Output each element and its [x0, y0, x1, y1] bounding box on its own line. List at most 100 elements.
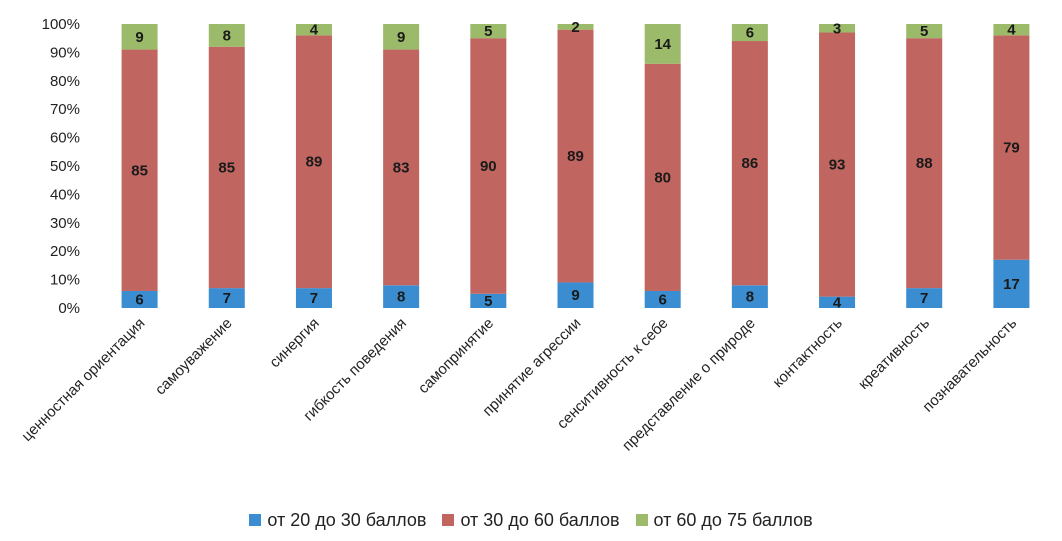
- data-label: 8: [397, 289, 405, 306]
- data-label: 6: [746, 25, 754, 42]
- data-label: 85: [218, 159, 235, 176]
- bar-segment: [644, 290, 681, 308]
- y-tick-label: 80%: [50, 73, 80, 90]
- data-label: 5: [484, 293, 492, 310]
- bar-segment: [644, 63, 681, 291]
- data-label: 8: [223, 27, 231, 44]
- data-label: 4: [1007, 22, 1016, 39]
- bar-segment: [557, 24, 594, 30]
- y-tick-label: 0%: [58, 300, 80, 317]
- bar-segment: [993, 259, 1030, 308]
- bar-segment: [906, 38, 943, 289]
- data-label: 6: [659, 291, 667, 308]
- bar-segment: [208, 24, 245, 47]
- bar-segment: [557, 282, 594, 308]
- bar-segment: [383, 285, 420, 308]
- bar-segment: [731, 285, 768, 308]
- legend-item: от 60 до 75 баллов: [635, 510, 813, 531]
- data-label: 9: [135, 29, 143, 46]
- y-tick-label: 90%: [50, 44, 80, 61]
- data-label: 90: [480, 158, 497, 175]
- data-label: 4: [310, 22, 319, 39]
- legend-item: от 30 до 60 баллов: [442, 510, 620, 531]
- bar-segment: [557, 29, 594, 283]
- data-label: 86: [742, 155, 759, 172]
- bar-segment: [906, 24, 943, 39]
- bar-segment: [295, 24, 332, 36]
- category-label: принятие агрессии: [479, 315, 584, 420]
- bar-segment: [993, 24, 1030, 36]
- bar-segment: [731, 24, 768, 42]
- legend: от 20 до 30 баллов от 30 до 60 баллов от 6…: [0, 510, 1062, 531]
- data-label: 7: [920, 290, 928, 307]
- data-labels: 6859785878948839590598926801488664933788…: [131, 19, 1020, 311]
- data-label: 88: [916, 155, 933, 172]
- data-label: 6: [135, 291, 143, 308]
- y-tick-label: 60%: [50, 130, 80, 147]
- data-label: 89: [567, 148, 584, 165]
- y-axis: 0% 10% 20% 30% 40% 50% 60% 70% 80% 90% 100%: [42, 16, 80, 317]
- data-label: 7: [223, 290, 231, 307]
- data-label: 83: [393, 159, 410, 176]
- category-label: познавательность: [919, 315, 1020, 416]
- category-label: контактность: [770, 315, 846, 391]
- legend-swatch: [635, 514, 648, 526]
- legend-item: от 20 до 30 баллов: [249, 510, 426, 531]
- y-tick-label: 40%: [50, 186, 80, 203]
- category-label: самопринятие: [415, 315, 497, 397]
- y-tick-label: 100%: [42, 16, 80, 33]
- legend-swatch: [249, 514, 262, 526]
- data-label: 80: [654, 169, 671, 186]
- bar-segment: [208, 46, 245, 289]
- bar-segment: [121, 24, 158, 50]
- bar-segment: [121, 290, 158, 308]
- y-tick-label: 20%: [50, 243, 80, 260]
- y-tick-label: 10%: [50, 272, 80, 289]
- bar-segment: [819, 24, 856, 33]
- data-label: 4: [833, 294, 842, 311]
- data-label: 8: [746, 289, 754, 306]
- category-label: самоуважение: [152, 315, 236, 399]
- legend-label: от 20 до 30 баллов: [267, 510, 427, 530]
- bar-segment: [383, 24, 420, 50]
- legend-label: от 30 до 60 баллов: [460, 510, 620, 530]
- bar-segment: [819, 296, 856, 308]
- bar-segment: [470, 38, 507, 294]
- bar-segment: [383, 49, 420, 286]
- category-label: синергия: [266, 315, 322, 371]
- data-label: 17: [1003, 276, 1020, 293]
- legend-label: от 60 до 75 баллов: [653, 510, 813, 530]
- bar-segment: [993, 35, 1030, 260]
- category-label: креативность: [855, 315, 933, 393]
- data-label: 93: [829, 157, 846, 174]
- bar-segment: [644, 24, 681, 64]
- data-label: 2: [571, 19, 579, 36]
- bars: [121, 24, 1030, 308]
- data-label: 9: [397, 29, 405, 46]
- data-label: 79: [1003, 140, 1020, 157]
- data-label: 7: [310, 290, 318, 307]
- x-axis: ценностная ориентация самоуважение синерги…: [18, 315, 1020, 455]
- bar-segment: [731, 41, 768, 286]
- bar-segment: [121, 49, 158, 291]
- data-label: 5: [920, 23, 928, 40]
- y-tick-label: 50%: [50, 158, 80, 175]
- y-tick-label: 30%: [50, 215, 80, 232]
- data-label: 14: [654, 36, 671, 53]
- data-label: 9: [571, 287, 579, 304]
- bar-segment: [295, 35, 332, 289]
- bar-segment: [906, 288, 943, 308]
- legend-swatch: [442, 514, 455, 526]
- bar-segment: [208, 288, 245, 308]
- category-label: ценностная ориентация: [18, 315, 148, 445]
- bar-segment: [819, 32, 856, 297]
- data-label: 89: [306, 154, 323, 171]
- data-label: 3: [833, 20, 841, 37]
- bar-segment: [295, 288, 332, 308]
- y-tick-label: 70%: [50, 101, 80, 118]
- bar-segment: [470, 293, 507, 308]
- data-label: 85: [131, 162, 148, 179]
- data-label: 5: [484, 23, 492, 40]
- bar-segment: [470, 24, 507, 39]
